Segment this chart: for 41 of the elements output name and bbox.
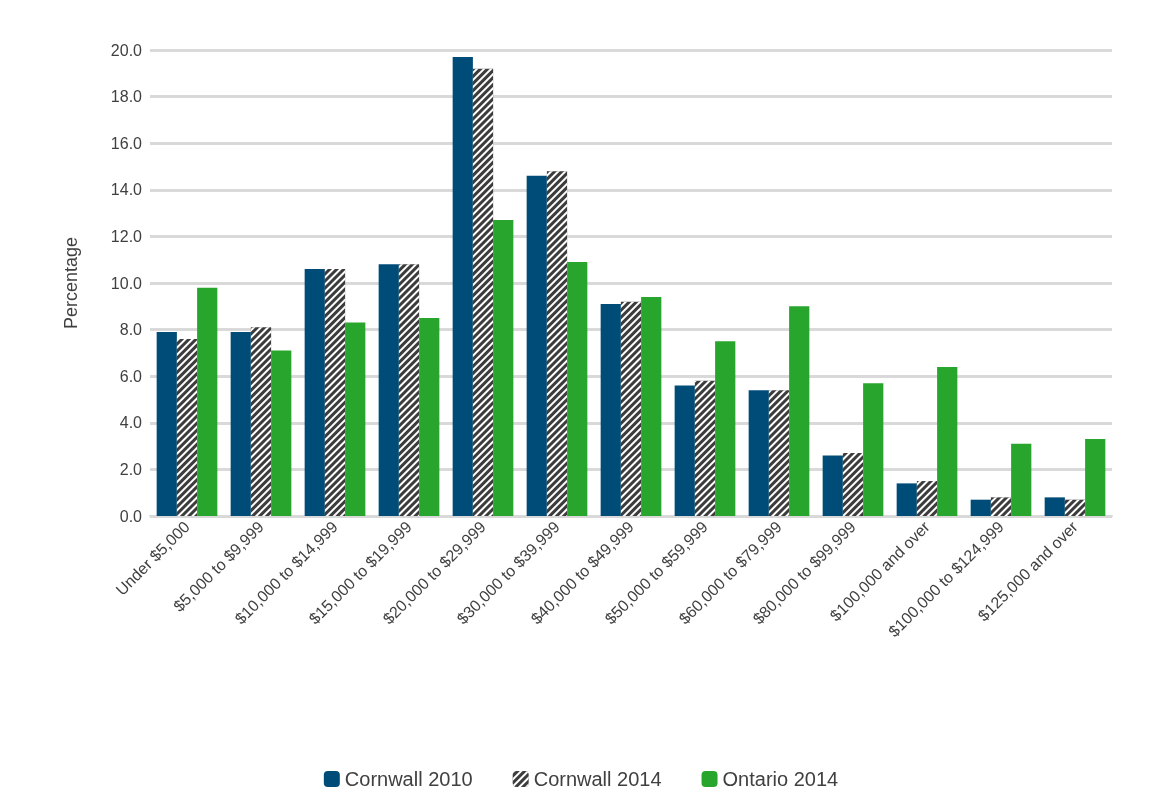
bar: [641, 296, 662, 516]
bar: [863, 383, 884, 516]
y-tick-label: 0.0: [119, 507, 143, 525]
y-tick-label: 2.0: [119, 460, 143, 478]
bar: [1085, 439, 1106, 516]
bar: [230, 331, 251, 516]
bar: [567, 262, 588, 516]
y-tick-label: 14.0: [110, 181, 143, 199]
bar: [748, 390, 769, 516]
bar: [1011, 443, 1032, 516]
bar: [526, 175, 547, 516]
bar: [452, 56, 473, 516]
bar: [1044, 497, 1065, 516]
y-tick-label: 18.0: [110, 88, 143, 106]
y-tick-label: 4.0: [119, 414, 143, 432]
y-tick-label: 6.0: [119, 367, 143, 385]
bar: [789, 306, 810, 516]
bar: [419, 317, 440, 516]
y-tick-label: 16.0: [110, 134, 143, 152]
legend-label: Cornwall 2010: [344, 768, 473, 790]
y-tick-label: 20.0: [110, 41, 143, 59]
bar: [970, 499, 991, 516]
legend-label: Ontario 2014: [722, 768, 839, 790]
bar: [674, 385, 695, 516]
bar: [345, 322, 366, 516]
bar: [493, 220, 514, 516]
bar: [896, 483, 917, 516]
bar: [304, 269, 325, 516]
y-axis-title: Percentage: [61, 236, 81, 330]
bar: [271, 350, 292, 516]
bar: [197, 287, 218, 516]
bar: [715, 341, 736, 516]
bar: [822, 455, 843, 516]
bar: [378, 264, 399, 516]
bar: [600, 303, 621, 516]
bar: [156, 331, 177, 516]
y-tick-label: 8.0: [119, 321, 143, 339]
y-tick-label: 10.0: [110, 274, 143, 292]
bar: [937, 366, 958, 516]
y-tick-label: 12.0: [110, 227, 143, 245]
legend-label: Cornwall 2014: [533, 768, 662, 790]
